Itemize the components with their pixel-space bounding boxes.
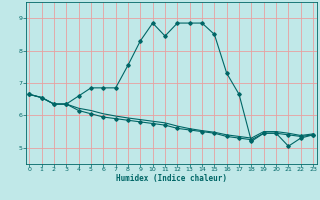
X-axis label: Humidex (Indice chaleur): Humidex (Indice chaleur) [116, 174, 227, 183]
